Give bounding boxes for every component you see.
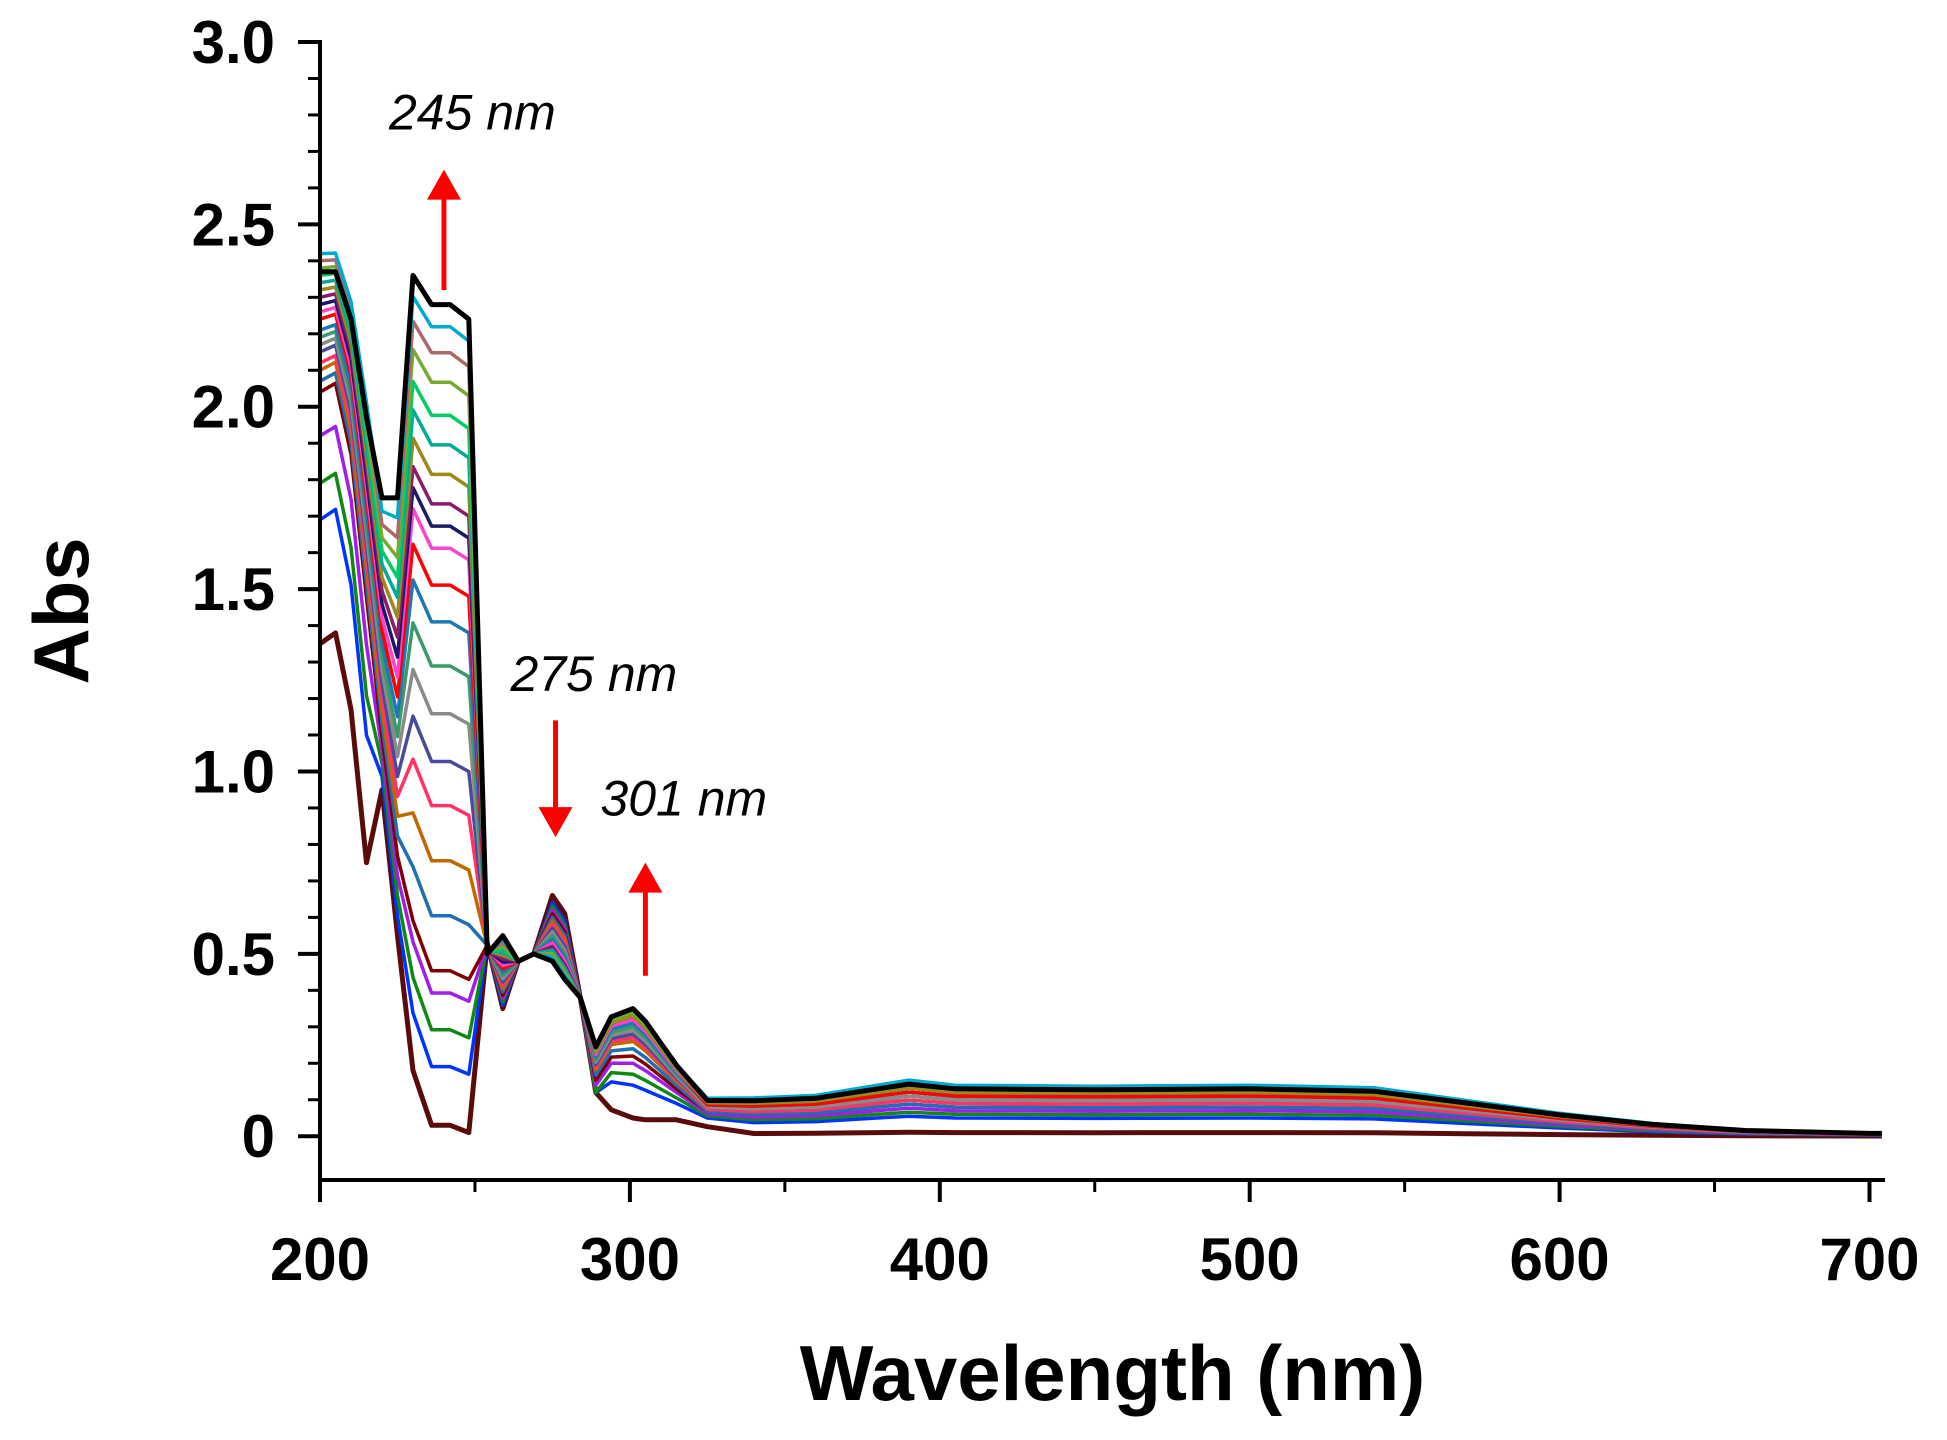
y-tick-label: 2.0: [192, 374, 275, 441]
y-axis-title: Abs: [17, 537, 105, 684]
spectrum-line: [319, 424, 1882, 1137]
annotation-arrow-head: [538, 807, 573, 838]
annotations-group: 245 nm 275 nm 301 nm: [388, 85, 767, 976]
spectrum-line: [319, 507, 1882, 1137]
x-axis-title: Wavelength (nm): [800, 1329, 1425, 1417]
spectrum-line: [319, 278, 1882, 1136]
annotation-arrow-head: [628, 862, 663, 893]
spectrum-line: [319, 285, 1882, 1136]
x-tick-label: 200: [270, 1226, 370, 1293]
annotation-arrow-head: [426, 169, 461, 200]
spectrum-line: [318, 630, 1882, 1139]
x-tick-label: 400: [890, 1226, 990, 1293]
x-tick-label: 300: [580, 1226, 680, 1293]
spectrum-line: [319, 292, 1882, 1136]
y-tick-label: 0.5: [192, 921, 275, 988]
annotation-label: 245 nm: [388, 85, 556, 141]
spectrum-line: [320, 269, 1882, 1136]
y-tick-label: 1.5: [192, 556, 275, 623]
x-tick-label: 700: [1819, 1226, 1919, 1293]
y-tick-label: 1.0: [192, 738, 275, 805]
ticks-group: 0 0.5 1.0 1.5 2.0 2.5 3.0 200 300 400 500 600 700: [192, 9, 1920, 1293]
y-tick-label: 2.5: [192, 191, 275, 258]
x-tick-label: 600: [1510, 1226, 1610, 1293]
spectra-series-group: [318, 251, 1882, 1139]
y-tick-label: 0: [242, 1103, 275, 1170]
spectrum-line: [319, 471, 1882, 1137]
annotation-label: 301 nm: [600, 770, 767, 826]
spectrum-line: [319, 298, 1882, 1136]
y-tick-label: 3.0: [192, 9, 275, 76]
annotation-label: 275 nm: [510, 646, 678, 702]
spectrum-line: [319, 271, 1882, 1136]
axes-group: [318, 40, 1885, 1182]
spectrum-line: [319, 371, 1882, 1137]
x-tick-label: 500: [1200, 1226, 1300, 1293]
